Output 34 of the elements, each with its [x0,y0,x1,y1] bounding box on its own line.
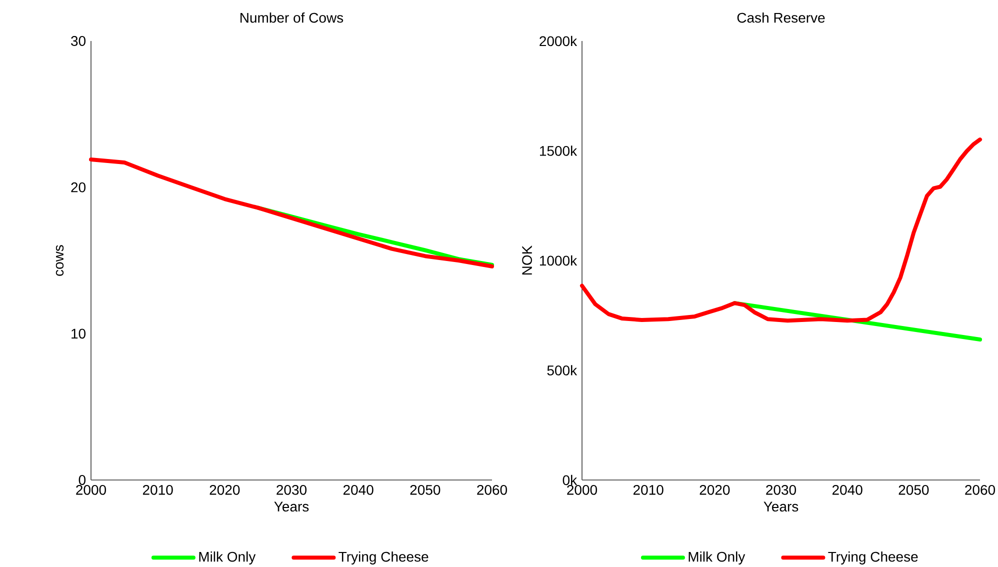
x-tick-label: 2060 [965,484,996,495]
x-tick-label: 2040 [832,484,862,495]
legend-label: Trying Cheese [828,551,918,564]
x-tick-label: 2010 [633,484,664,495]
x-tick-label: 2000 [76,484,106,495]
y-axis-title: NOK [522,245,532,275]
x-tick-label: 2060 [477,484,508,495]
y-tick-label: 20 [71,182,86,192]
y-tick-label: 1500k [540,146,578,156]
chart-title: Cash Reserve [737,12,825,23]
x-tick-label: 2020 [700,484,730,495]
line-series [580,138,982,323]
legend-label: Milk Only [199,551,256,564]
y-tick-label: 30 [71,36,86,46]
y-tick-label: 0k [562,474,578,486]
y-tick-label: 500k [547,365,578,376]
x-tick-label: 2050 [410,484,440,495]
y-tick-label: 1000k [540,255,578,266]
y-tick-label: 0 [78,475,86,485]
chart-title: Number of Cows [240,12,344,23]
legend-label: Milk Only [688,551,746,564]
y-axis-title: cows [56,245,64,276]
x-tick-label: 2020 [210,484,240,495]
x-tick-label: 2030 [276,484,307,495]
x-axis-title: Years [764,502,798,512]
x-tick-label: 2050 [898,484,929,495]
y-tick-label: 2000k [540,36,578,46]
x-tick-label: 2000 [567,484,598,495]
x-axis-title: Years [274,502,309,512]
x-tick-label: 2010 [142,484,173,495]
x-tick-label: 2040 [343,484,374,495]
x-tick-label: 2030 [766,484,796,495]
legend-label: Trying Cheese [338,551,428,564]
y-tick-label: 10 [72,328,86,339]
